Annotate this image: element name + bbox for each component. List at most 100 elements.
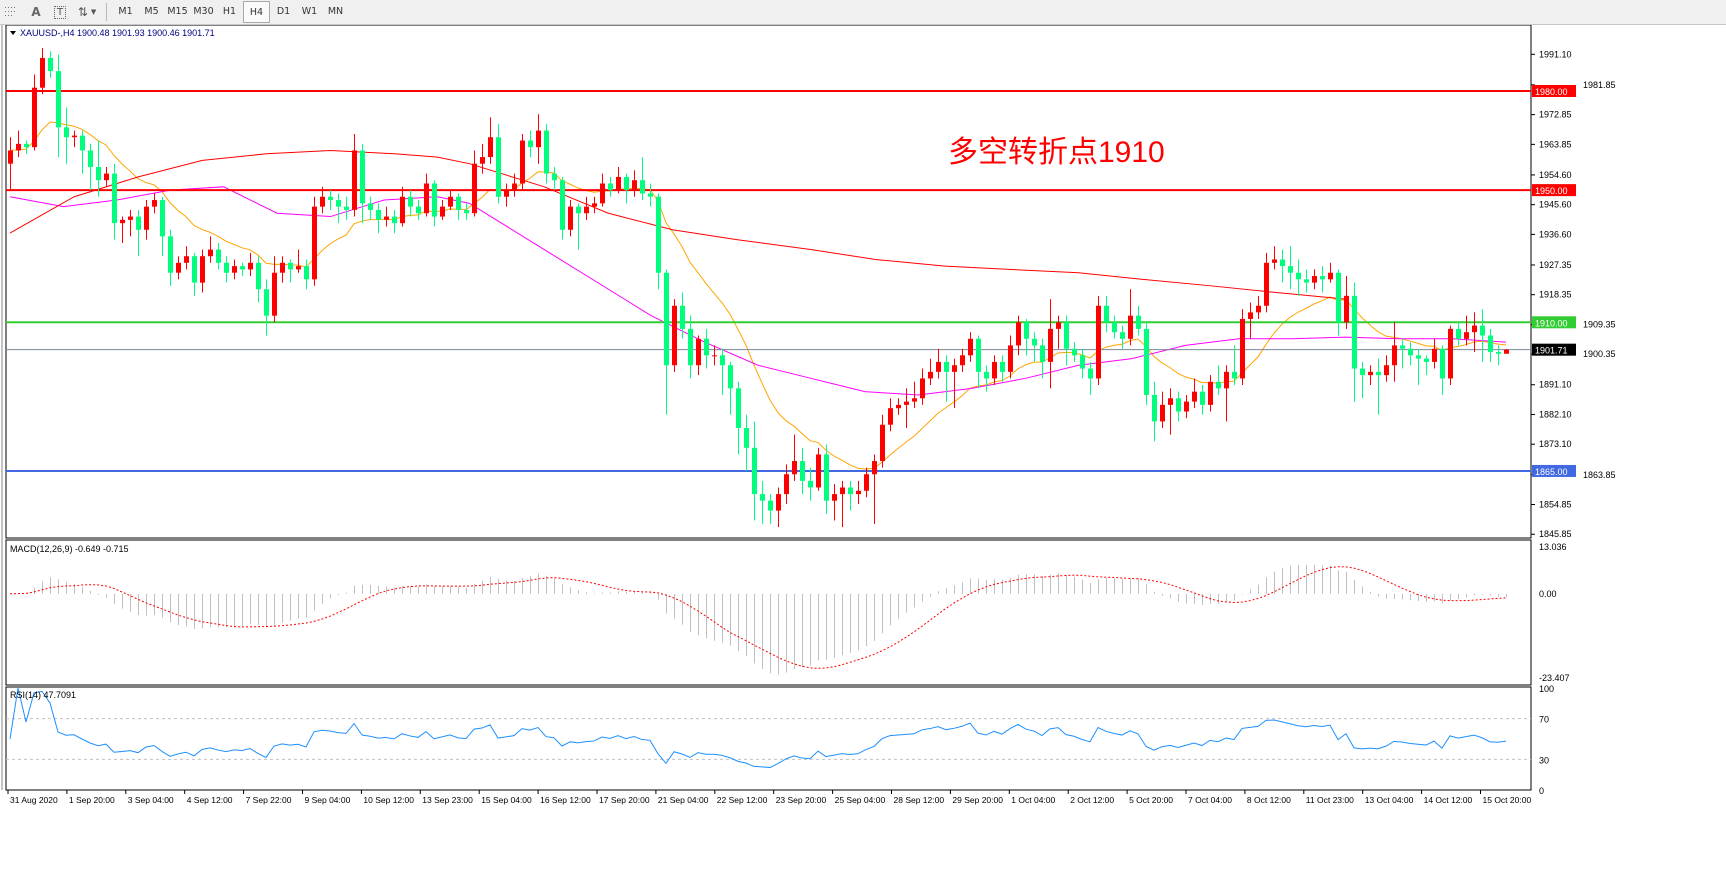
level-price-badge [1532,184,1576,197]
price-tick-label: 1927.35 [1539,260,1572,270]
timeframe-d1-button[interactable]: D1 [276,5,291,17]
candle [312,196,317,286]
candle [1200,385,1205,415]
candle-body [608,183,613,191]
candle-body [760,494,765,501]
candle-body [56,71,61,128]
candle [752,421,757,521]
timeframe-m15-button[interactable]: M15 [167,5,188,17]
arrows-icon[interactable]: ⇅ ▼ [77,5,97,19]
candle-body [184,256,189,263]
candle-body [424,183,429,214]
candle [1168,388,1173,435]
candle [64,107,69,164]
text-tool-label: A [31,5,41,19]
timeframe-h4-button[interactable]: H4 [243,1,270,23]
candle [184,246,189,270]
time-axis-label: 3 Sep 04:00 [128,795,174,805]
candle-body [1064,322,1069,349]
time-axis-label: 2 Oct 12:00 [1070,795,1114,805]
candle-body [32,87,37,148]
timeframe-w1-button[interactable]: W1 [301,5,318,17]
candle [1128,289,1133,346]
grid-icon[interactable] [0,1,24,23]
candle-body [808,480,813,488]
candle-body [216,249,221,263]
rsi-tick-label: 70 [1539,715,1549,725]
candle [1160,391,1165,429]
candle-body [1072,348,1077,356]
candle [152,193,157,214]
label-tool-label: T [53,5,67,19]
macd-tick-label: -23.407 [1539,673,1570,683]
candle-body [360,150,365,204]
candle-body [16,143,21,151]
candle-body [400,196,405,224]
candle-body [1248,312,1253,319]
candle-body [96,166,101,181]
candle [56,54,61,158]
candle [976,335,981,389]
candle [1208,375,1213,412]
candle [208,236,213,263]
time-axis-label: 7 Sep 22:00 [246,795,292,805]
candle-body [888,408,893,425]
candle [632,170,637,197]
candle [120,216,125,243]
candle-body [336,200,341,207]
candle [640,157,645,201]
candle [696,335,701,376]
candle-body [240,266,245,270]
candle [1448,325,1453,386]
timeframe-m1-button[interactable]: M1 [118,5,133,17]
price-tick-label: 1900.35 [1583,349,1616,359]
time-axis-label: 16 Sep 12:00 [540,795,591,805]
candle [728,361,733,415]
text-label-icon[interactable]: T [48,1,72,23]
collapse-triangle-icon[interactable] [10,31,16,35]
candle [448,190,453,210]
candle [1016,315,1021,356]
candle [496,124,501,204]
timeframe-m5-button[interactable]: M5 [144,5,159,17]
candle-body [320,196,325,207]
candle [280,256,285,283]
timeframe-m30-button[interactable]: M30 [193,5,214,17]
candle-body [1432,348,1437,362]
candle [360,143,365,224]
text-icon[interactable]: A [24,1,48,23]
candle [1336,269,1341,336]
candle [656,193,661,290]
candle [1328,262,1333,283]
price-tick-label: 1909.35 [1583,319,1616,329]
candle-body [456,196,461,210]
candle-body [272,272,277,316]
candle-body [376,209,381,220]
timeframe-mn-button[interactable]: MN [327,5,344,17]
candle [1144,322,1149,405]
candle [1176,391,1181,422]
candle [736,381,741,455]
candle-body [1144,328,1149,395]
timeframe-h1-button[interactable]: H1 [222,5,237,17]
annotation-text: 多空转折点1910 [948,136,1165,169]
candle [784,464,789,504]
candle-body [200,256,205,283]
macd-header: MACD(12,26,9) -0.649 -0.715 [10,544,129,554]
candle [1352,282,1357,402]
candle [264,279,269,336]
candle [224,256,229,283]
candle-body [128,216,133,220]
candle [744,414,749,471]
candle [24,140,29,154]
chevron-down-icon[interactable]: ▼ [90,8,97,16]
candle [1440,345,1445,395]
candle-body [288,262,293,270]
candle-body [712,355,717,357]
candle-body [1240,318,1245,379]
candle-body [616,176,621,191]
time-axis-label: 15 Sep 04:00 [481,795,532,805]
candle [344,196,349,220]
candle [1008,335,1013,379]
candle-body [848,487,853,495]
